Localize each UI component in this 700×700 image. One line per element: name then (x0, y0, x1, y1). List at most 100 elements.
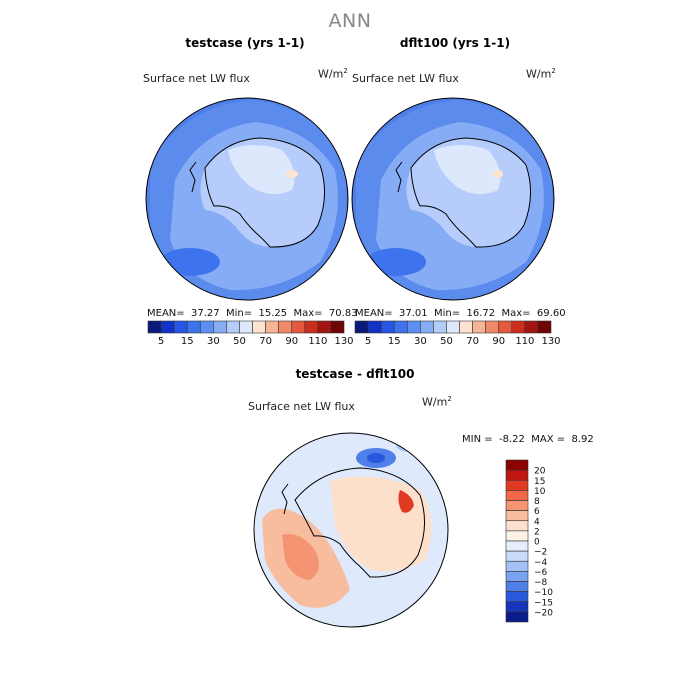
diff-stats: MIN = -8.22 MAX = 8.92 (462, 434, 594, 445)
diff-colorbar-swatch (505, 611, 529, 623)
diff-colorbar-tick-label: 0 (534, 538, 540, 548)
panel-2-colorbar-tick-label: 90 (492, 336, 505, 347)
diff-colorbar-swatch (505, 490, 529, 501)
panel-1-colorbar-swatch (291, 320, 306, 334)
panel-2-colorbar-swatch (524, 320, 539, 334)
panel-2-colorbar-swatch (354, 320, 369, 334)
panel-1-colorbar-swatch (199, 320, 214, 334)
diff-coastline (294, 467, 425, 578)
panel-2-colorbar-swatch (446, 320, 460, 334)
diff-colorbar-tick-label: 8 (534, 497, 540, 507)
panel-1-coastline (204, 137, 325, 248)
panel-1-colorbar-swatch (173, 320, 188, 334)
diff-colorbar-swatch (505, 520, 529, 532)
panel-1-colorbar-swatch (160, 320, 175, 334)
panel-1-colorbar-swatch (252, 320, 266, 334)
panel-2-colorbar-swatch (393, 320, 408, 334)
panel-2-variable-label: Surface net LW flux (352, 72, 459, 85)
panel-1-peninsula (189, 161, 197, 193)
panel-1-map-border (145, 97, 349, 301)
diff-hot-spot (398, 490, 414, 513)
diff-colorbar-swatch (505, 510, 529, 522)
panel-2-colorbar-swatch (433, 320, 447, 334)
panel-2-colorbar-swatch (511, 320, 526, 334)
panel-2-land-field (406, 138, 531, 248)
diff-colorbar-swatch (505, 581, 529, 592)
panel-1-colorbar-swatch (226, 320, 240, 334)
panel-2-colorbar-swatch (420, 320, 434, 334)
diff-colorbar-tick-label: −2 (534, 548, 547, 558)
panel-1-colorbar-tick-label: 5 (158, 336, 164, 347)
diff-colorbar-swatch (505, 591, 529, 603)
panel-1-colorbar-swatch (304, 320, 319, 334)
panel-2-warm-patch (493, 170, 503, 178)
diff-colorbar-tick-label: −20 (534, 608, 553, 618)
panel-2-units: W/m2 (526, 67, 556, 81)
panel-1-colorbar-tick-label: 70 (259, 336, 272, 347)
panel-1-colorbar-swatch (278, 320, 293, 334)
panel-1-map (145, 97, 349, 301)
panel-1-colorbar-tick-label: 90 (285, 336, 298, 347)
diff-colorbar-swatch (505, 540, 529, 552)
panel-2-colorbar: 5 15 30 50 70 90 110 130 (354, 320, 561, 347)
diff-map (253, 432, 449, 628)
panel-1-colorbar-tick-label: 15 (181, 336, 194, 347)
diff-colorbar-tick-label: −15 (534, 598, 553, 608)
panel-2-colorbar-swatch (367, 320, 382, 334)
diff-warm-region-b (282, 534, 319, 580)
panel-2-colorbar-tick-label: 30 (414, 336, 427, 347)
panel-2-colorbar-swatch (537, 320, 552, 334)
panel-2-plateau-field (434, 145, 501, 195)
panel-1-colorbar: 5 15 30 50 70 90 110 130 (147, 320, 354, 347)
panel-2-peninsula (395, 161, 403, 193)
panel-2-colorbar-swatch (485, 320, 500, 334)
diff-colorbar-tick-label: 20 (534, 467, 546, 477)
panel-2-colorbar-swatch (406, 320, 421, 334)
panel-1-colorbar-swatch (239, 320, 253, 334)
panel-1-colorbar-swatch (213, 320, 227, 334)
panel-1-variable-label: Surface net LW flux (143, 72, 250, 85)
diff-colorbar-tick-label: −6 (534, 568, 548, 578)
diff-colorbar-tick-label: 10 (534, 487, 546, 497)
diff-panel-title: testcase - dflt100 (295, 367, 415, 381)
panel-2-map-border (351, 97, 555, 301)
diff-colorbar-tick-label: −10 (534, 588, 553, 598)
diff-colorbar-tick-label: 2 (534, 527, 540, 537)
diff-colorbar-swatch (505, 560, 529, 572)
panel-2-colorbar-tick-label: 70 (466, 336, 479, 347)
panel-1-warm-patch (286, 170, 298, 178)
diff-colorbar-tick-label: 15 (534, 477, 545, 487)
panel-1-land-field (200, 138, 325, 248)
diff-colorbar-swatch (505, 601, 529, 613)
panel-1-colorbar-tick-label: 50 (233, 336, 246, 347)
panel-1-plateau-field (228, 145, 295, 195)
diff-colorbar-tick-label: −8 (534, 578, 548, 588)
panel-1-stats: MEAN= 37.27 Min= 15.25 Max= 70.83 (147, 308, 358, 319)
figure-title: ANN (328, 10, 372, 32)
diff-panel-variable-label: Surface net LW flux (248, 400, 355, 413)
diff-colorbar-swatch (505, 550, 529, 562)
diff-colorbar-tick-label: 6 (534, 507, 540, 517)
panel-2-colorbar-tick-label: 5 (365, 336, 371, 347)
panel-2-colorbar-swatch (380, 320, 395, 334)
panel-1-colorbar-tick-label: 30 (207, 336, 220, 347)
panel-1-colorbar-swatch (265, 320, 279, 334)
panel-2-title: dflt100 (yrs 1-1) (399, 36, 511, 50)
diff-map-border (253, 432, 449, 628)
panel-2-stats: MEAN= 37.01 Min= 16.72 Max= 69.60 (355, 308, 566, 319)
panel-2-map (351, 97, 555, 301)
diff-panel-units: W/m2 (422, 395, 452, 409)
diff-colorbar-swatch (505, 571, 529, 582)
diff-peninsula (281, 483, 289, 515)
panel-1-dark-patch (160, 248, 220, 276)
panel-2-coastline (410, 137, 531, 248)
panel-2-colorbar-swatch (472, 320, 486, 334)
panel-1-colorbar-tick-label: 130 (334, 336, 353, 347)
panel-2-colorbar-tick-label: 15 (388, 336, 401, 347)
diff-colorbar-swatch (505, 530, 529, 542)
panel-2-colorbar-tick-label: 50 (440, 336, 453, 347)
panel-1-colorbar-swatch (147, 320, 162, 334)
diff-colorbar-swatch (505, 479, 529, 491)
